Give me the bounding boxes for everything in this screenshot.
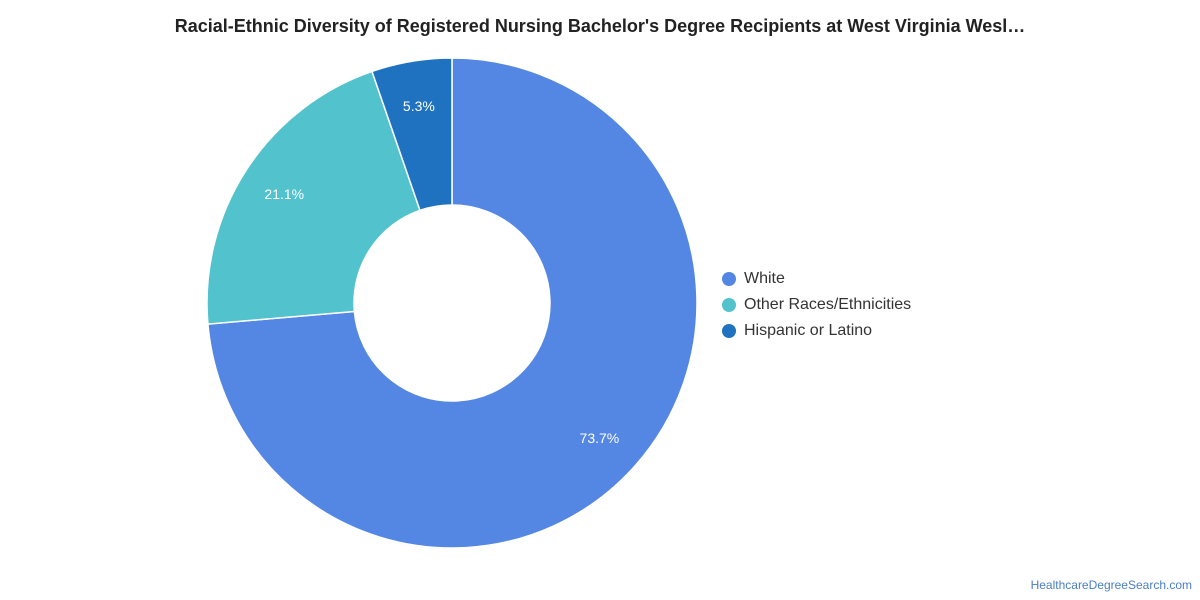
legend-item-white[interactable]: White	[722, 266, 911, 292]
watermark-link[interactable]: HealthcareDegreeSearch.com	[1030, 578, 1192, 592]
legend-item-other-races[interactable]: Other Races/Ethnicities	[722, 292, 911, 318]
legend-item-hispanic[interactable]: Hispanic or Latino	[722, 318, 911, 344]
legend-label-other-races: Other Races/Ethnicities	[744, 296, 912, 313]
legend-swatch-hispanic	[722, 324, 736, 338]
slice-white[interactable]	[207, 57, 698, 549]
slice-other-races[interactable]	[206, 70, 421, 325]
legend-swatch-other-races	[722, 298, 736, 312]
slice-label-other-races: 21.1%	[264, 186, 304, 202]
chart-title: Racial-Ethnic Diversity of Registered Nu…	[174, 16, 1026, 36]
legend-label-hispanic: Hispanic or Latino	[744, 322, 873, 339]
legend-swatch-white	[722, 272, 736, 286]
slice-hispanic[interactable]	[371, 57, 453, 212]
slice-label-white: 73.7%	[580, 430, 620, 446]
slice-label-hispanic: 5.3%	[403, 98, 435, 114]
legend-label-white: White	[744, 270, 785, 287]
legend: White Other Races/Ethnicities Hispanic o…	[722, 266, 911, 344]
